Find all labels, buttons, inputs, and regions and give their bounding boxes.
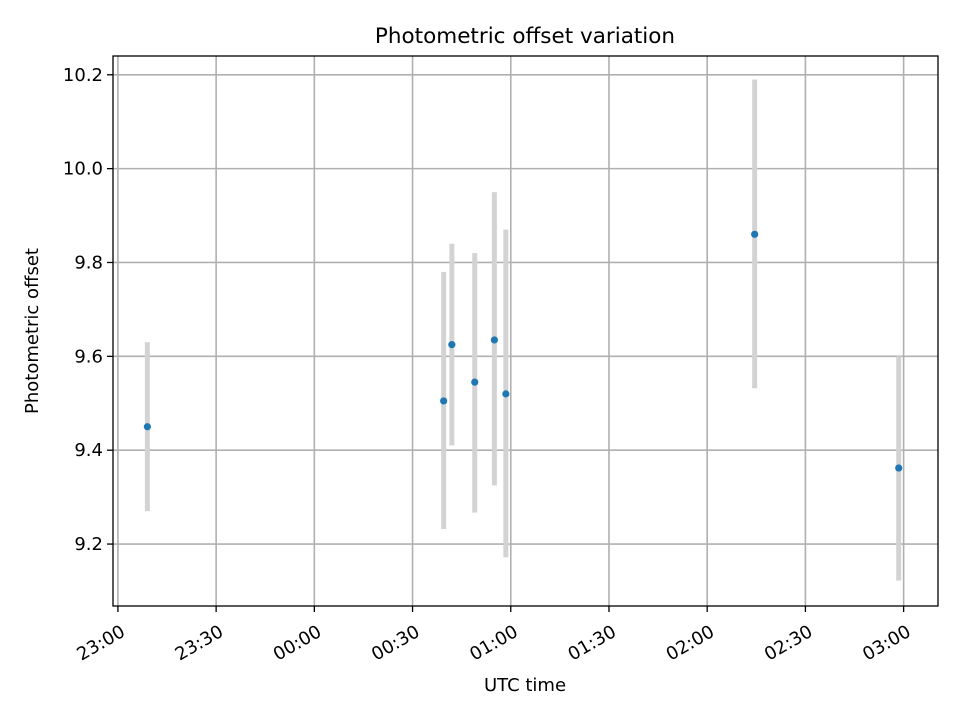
y-tick-label: 10.0: [63, 159, 103, 180]
x-axis-title: UTC time: [484, 675, 566, 696]
data-point: [448, 341, 456, 349]
data-points: [143, 230, 903, 472]
data-point: [751, 230, 759, 238]
data-point: [471, 378, 479, 386]
data-point: [895, 464, 903, 472]
plot-frame: [112, 55, 939, 607]
y-tick-label: 9.6: [74, 346, 103, 367]
grid: [113, 56, 938, 606]
data-point: [502, 390, 510, 398]
y-tick-label: 10.2: [63, 65, 103, 86]
y-tick-label: 9.8: [74, 252, 103, 273]
y-tick-label: 9.2: [74, 534, 103, 555]
data-point: [143, 423, 151, 431]
y-axis-title: Photometric offset: [22, 248, 43, 414]
data-point: [440, 397, 448, 405]
y-tick-label: 9.4: [74, 440, 103, 461]
chart-title: Photometric offset variation: [375, 24, 675, 49]
data-point: [490, 336, 498, 344]
